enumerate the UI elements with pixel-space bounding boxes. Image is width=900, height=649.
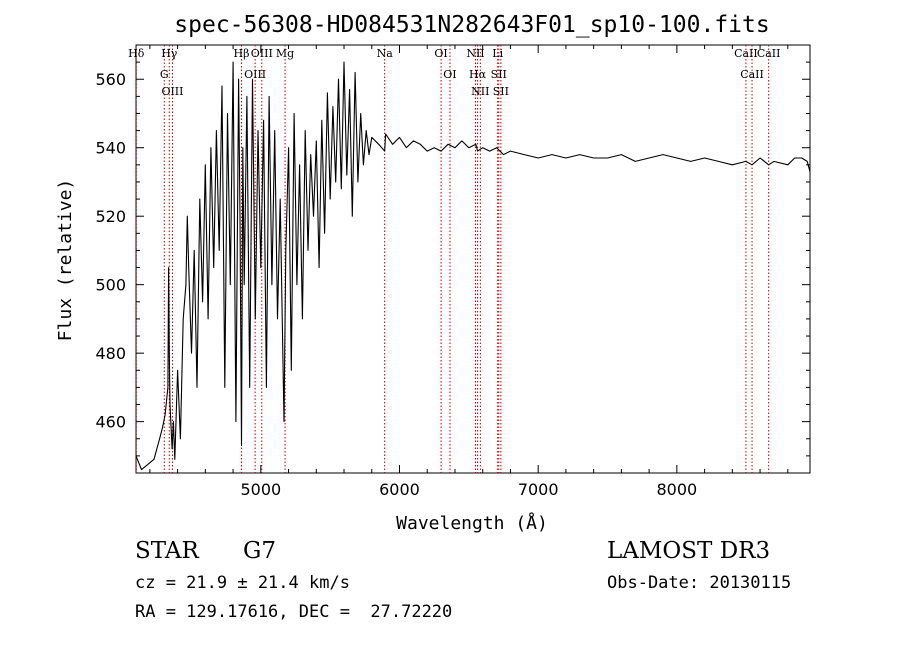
chart-title: spec-56308-HD084531N282643F01_sp10-100.f…: [174, 12, 769, 38]
emission-line-label: Hα: [469, 68, 487, 81]
coordinates: RA = 129.17616, DEC = 27.72220: [135, 602, 453, 622]
emission-line-label: OIII: [244, 68, 266, 81]
x-axis-label: Wavelength (Å): [396, 512, 548, 534]
emission-line-label: Mg: [276, 47, 294, 60]
emission-line-label: G: [160, 68, 169, 81]
emission-line-label: Li: [492, 47, 503, 60]
emission-line-label: SII: [493, 85, 509, 98]
emission-line-label: SII: [491, 68, 507, 81]
x-tick-label: 7000: [518, 480, 559, 499]
y-tick-label: 460: [95, 413, 126, 432]
object-subclass: G7: [243, 538, 277, 564]
emission-line-label: CaII: [757, 47, 781, 60]
emission-line-label: Hδ: [128, 47, 145, 60]
emission-line-label: OIII: [251, 47, 273, 60]
y-axis-ticks: 460 480 500 520 540 560: [95, 44, 810, 457]
emission-line-label: NII: [471, 85, 489, 98]
y-tick-label: 480: [95, 344, 126, 363]
y-axis-label: Flux (relative): [55, 179, 76, 342]
x-tick-label: 8000: [657, 480, 698, 499]
emission-line-label: Hβ: [234, 47, 250, 60]
emission-line-label: CaII: [740, 68, 764, 81]
x-axis-ticks: 5000 6000 7000 8000: [149, 45, 789, 499]
emission-line-label: OI: [434, 47, 447, 60]
emission-lines-group: [135, 45, 770, 473]
emission-line-label: NII: [466, 47, 484, 60]
emission-line-label: OIII: [161, 85, 183, 98]
survey-name: LAMOST DR3: [607, 538, 771, 564]
x-tick-label: 5000: [240, 480, 281, 499]
y-tick-label: 500: [95, 276, 126, 295]
redshift-velocity: cz = 21.9 ± 21.4 km/s: [135, 573, 350, 593]
x-tick-label: 6000: [379, 480, 420, 499]
emission-line-label: Na: [377, 47, 394, 60]
y-tick-label: 520: [95, 207, 126, 226]
y-tick-label: 560: [95, 70, 126, 89]
emission-line-label: Hγ: [161, 47, 178, 60]
object-class: STAR: [135, 538, 199, 564]
y-tick-label: 540: [95, 139, 126, 158]
spectrum-line: [135, 61, 811, 471]
emission-line-label: OI: [443, 68, 456, 81]
emission-line-label: CaII: [734, 47, 758, 60]
observation-date: Obs-Date: 20130115: [607, 573, 792, 593]
